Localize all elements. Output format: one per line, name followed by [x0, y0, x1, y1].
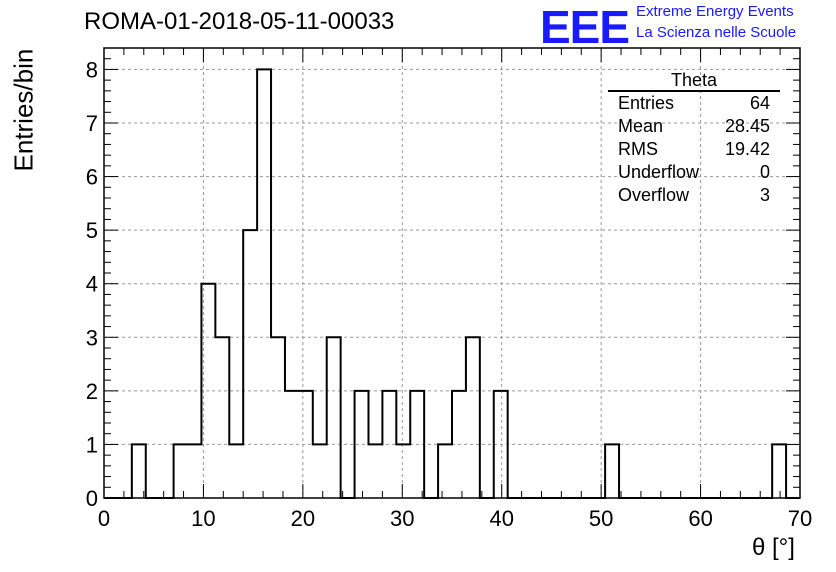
stats-value: 3	[759, 185, 770, 205]
logo-line-2: La Scienza nelle Scuole	[636, 24, 797, 41]
x-axis-label: θ [°]	[752, 534, 795, 561]
x-tick-label: 20	[291, 506, 315, 531]
x-tick-label: 30	[390, 506, 414, 531]
stats-row-overflow: Overflow 3	[608, 184, 780, 207]
stats-value: 64	[749, 93, 770, 113]
histogram-bin	[188, 444, 202, 498]
x-tick-label: 70	[788, 506, 812, 531]
histogram-bin	[327, 337, 341, 498]
stats-label: Overflow	[618, 185, 690, 205]
x-tick-label: 50	[589, 506, 613, 531]
stats-value: 19.42	[724, 139, 770, 159]
x-tick-label: 40	[489, 506, 513, 531]
y-tick-label: 3	[86, 325, 98, 350]
histogram-bin	[605, 444, 619, 498]
y-tick-label: 0	[86, 486, 98, 511]
histogram-bin	[396, 444, 410, 498]
x-tick-label: 0	[98, 506, 110, 531]
y-tick-label: 2	[86, 379, 98, 404]
histogram-bin	[243, 230, 257, 498]
stats-title: Theta	[608, 70, 780, 92]
stats-value: 0	[759, 162, 770, 182]
y-tick-label: 4	[86, 272, 98, 297]
y-tick-label: 6	[86, 165, 98, 190]
y-tick-label: 8	[86, 57, 98, 82]
histogram-bin	[368, 444, 382, 498]
histogram-bin	[772, 444, 786, 498]
y-tick-label: 1	[86, 432, 98, 457]
histogram-bin	[132, 444, 146, 498]
histogram-bin	[229, 444, 243, 498]
logo-line-1: Extreme Energy Events	[636, 3, 794, 20]
y-tick-label: 7	[86, 111, 98, 136]
stats-label: Underflow	[618, 162, 700, 182]
eee-logo: EEE	[540, 1, 630, 53]
stats-label: Entries	[618, 93, 675, 113]
y-axis-label: Entries/bin	[8, 48, 39, 172]
stats-value: 28.45	[724, 116, 770, 136]
stats-label: RMS	[618, 139, 658, 159]
stats-row-rms: RMS 19.42	[608, 138, 780, 161]
histogram-bin	[438, 444, 452, 498]
histogram-bin	[215, 337, 229, 498]
y-tick-label: 5	[86, 218, 98, 243]
stats-row-underflow: Underflow 0	[608, 161, 780, 184]
histogram-bin	[271, 337, 285, 498]
histogram-bin	[174, 444, 188, 498]
stats-row-mean: Mean 28.45	[608, 115, 780, 138]
stats-label: Mean	[618, 116, 664, 136]
x-tick-label: 10	[191, 506, 215, 531]
x-tick-label: 60	[688, 506, 712, 531]
histogram-bin	[466, 337, 480, 498]
histogram-bin	[313, 444, 327, 498]
stats-box: Theta Entries 64 Mean 28.45 RMS 19.42 Under…	[608, 70, 780, 207]
stats-row-entries: Entries 64	[608, 92, 780, 115]
plot-title: ROMA-01-2018-05-11-00033	[84, 8, 395, 35]
